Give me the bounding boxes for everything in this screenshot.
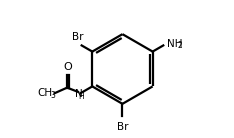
Text: CH: CH: [37, 88, 52, 98]
Text: 3: 3: [51, 91, 56, 100]
Text: Br: Br: [117, 122, 128, 132]
Text: Br: Br: [72, 32, 84, 42]
Text: NH: NH: [167, 39, 183, 49]
Text: 2: 2: [177, 41, 182, 50]
Text: O: O: [63, 62, 72, 72]
Text: N: N: [75, 89, 83, 99]
Text: H: H: [79, 91, 84, 101]
